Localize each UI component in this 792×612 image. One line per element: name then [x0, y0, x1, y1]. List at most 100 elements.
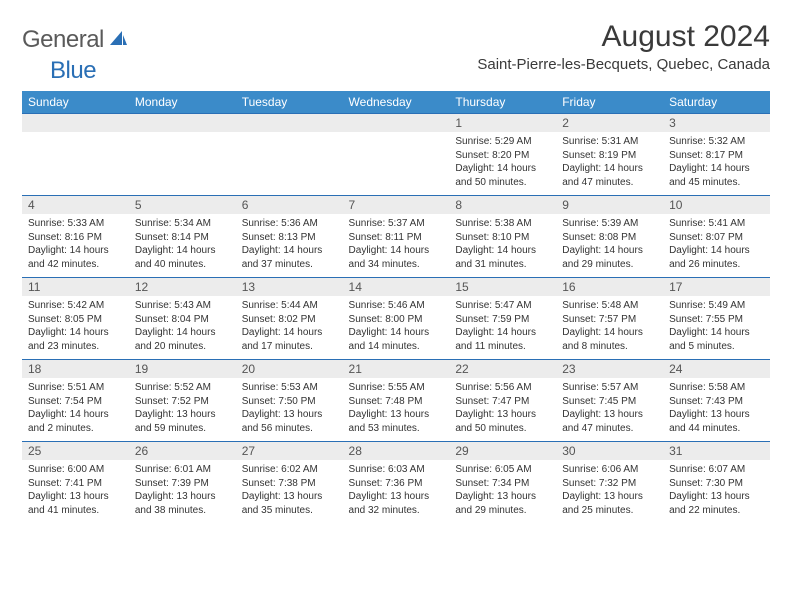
day-detail-line: Sunrise: 5:55 AM: [349, 381, 444, 395]
day-detail-line: Sunrise: 5:37 AM: [349, 217, 444, 231]
day-detail-line: Daylight: 13 hours: [669, 490, 764, 504]
day-cell: 30Sunrise: 6:06 AMSunset: 7:32 PMDayligh…: [556, 442, 663, 524]
day-detail-line: Daylight: 14 hours: [28, 408, 123, 422]
day-detail-line: and 8 minutes.: [562, 340, 657, 354]
day-detail-line: Daylight: 13 hours: [135, 408, 230, 422]
day-details: Sunrise: 6:03 AMSunset: 7:36 PMDaylight:…: [343, 460, 450, 523]
day-detail-line: Daylight: 14 hours: [242, 326, 337, 340]
day-detail-line: Sunrise: 5:44 AM: [242, 299, 337, 313]
day-cell: 15Sunrise: 5:47 AMSunset: 7:59 PMDayligh…: [449, 278, 556, 360]
day-number: 8: [449, 196, 556, 214]
day-cell: 21Sunrise: 5:55 AMSunset: 7:48 PMDayligh…: [343, 360, 450, 442]
day-detail-line: Daylight: 14 hours: [349, 326, 444, 340]
day-detail-line: Sunset: 8:11 PM: [349, 231, 444, 245]
day-detail-line: and 59 minutes.: [135, 422, 230, 436]
day-detail-line: Daylight: 14 hours: [669, 244, 764, 258]
day-cell: 22Sunrise: 5:56 AMSunset: 7:47 PMDayligh…: [449, 360, 556, 442]
day-detail-line: Sunset: 8:16 PM: [28, 231, 123, 245]
day-detail-line: and 44 minutes.: [669, 422, 764, 436]
day-number: 13: [236, 278, 343, 296]
day-detail-line: and 47 minutes.: [562, 422, 657, 436]
day-details: Sunrise: 5:39 AMSunset: 8:08 PMDaylight:…: [556, 214, 663, 277]
brand-logo: General: [22, 26, 130, 54]
week-row: 11Sunrise: 5:42 AMSunset: 8:05 PMDayligh…: [22, 278, 770, 360]
day-details: Sunrise: 5:34 AMSunset: 8:14 PMDaylight:…: [129, 214, 236, 277]
day-detail-line: Daylight: 14 hours: [135, 326, 230, 340]
day-detail-line: Daylight: 13 hours: [562, 490, 657, 504]
day-detail-line: and 5 minutes.: [669, 340, 764, 354]
day-number: 2: [556, 114, 663, 132]
day-detail-line: Sunrise: 5:52 AM: [135, 381, 230, 395]
day-cell: [22, 114, 129, 196]
day-detail-line: Daylight: 14 hours: [455, 244, 550, 258]
day-detail-line: Sunrise: 5:34 AM: [135, 217, 230, 231]
day-detail-line: Daylight: 14 hours: [349, 244, 444, 258]
day-detail-line: and 40 minutes.: [135, 258, 230, 272]
day-detail-line: Daylight: 13 hours: [349, 408, 444, 422]
day-number: 19: [129, 360, 236, 378]
day-detail-line: Daylight: 14 hours: [28, 244, 123, 258]
day-number: 17: [663, 278, 770, 296]
day-details: Sunrise: 5:53 AMSunset: 7:50 PMDaylight:…: [236, 378, 343, 441]
day-details: Sunrise: 5:42 AMSunset: 8:05 PMDaylight:…: [22, 296, 129, 359]
day-details: Sunrise: 5:43 AMSunset: 8:04 PMDaylight:…: [129, 296, 236, 359]
day-detail-line: Sunrise: 6:00 AM: [28, 463, 123, 477]
day-detail-line: Sunset: 8:05 PM: [28, 313, 123, 327]
day-cell: 25Sunrise: 6:00 AMSunset: 7:41 PMDayligh…: [22, 442, 129, 524]
month-title: August 2024: [477, 20, 770, 54]
day-number: 6: [236, 196, 343, 214]
day-header-tue: Tuesday: [236, 91, 343, 114]
day-number: 10: [663, 196, 770, 214]
day-details: Sunrise: 5:29 AMSunset: 8:20 PMDaylight:…: [449, 132, 556, 195]
day-detail-line: Sunset: 8:14 PM: [135, 231, 230, 245]
day-detail-line: and 29 minutes.: [455, 504, 550, 518]
day-detail-line: and 37 minutes.: [242, 258, 337, 272]
day-detail-line: Sunrise: 6:02 AM: [242, 463, 337, 477]
day-number: 24: [663, 360, 770, 378]
day-detail-line: and 29 minutes.: [562, 258, 657, 272]
day-number: 12: [129, 278, 236, 296]
day-number: 26: [129, 442, 236, 460]
day-details-empty: [22, 132, 129, 188]
day-details: Sunrise: 5:37 AMSunset: 8:11 PMDaylight:…: [343, 214, 450, 277]
day-detail-line: Sunrise: 5:36 AM: [242, 217, 337, 231]
day-cell: 24Sunrise: 5:58 AMSunset: 7:43 PMDayligh…: [663, 360, 770, 442]
day-detail-line: Sunset: 7:59 PM: [455, 313, 550, 327]
day-detail-line: Sunrise: 6:05 AM: [455, 463, 550, 477]
day-details-empty: [129, 132, 236, 188]
day-detail-line: and 50 minutes.: [455, 422, 550, 436]
day-cell: 9Sunrise: 5:39 AMSunset: 8:08 PMDaylight…: [556, 196, 663, 278]
day-details: Sunrise: 5:46 AMSunset: 8:00 PMDaylight:…: [343, 296, 450, 359]
day-detail-line: and 32 minutes.: [349, 504, 444, 518]
day-header-fri: Friday: [556, 91, 663, 114]
day-detail-line: Sunrise: 5:46 AM: [349, 299, 444, 313]
day-number: 18: [22, 360, 129, 378]
day-details: Sunrise: 6:02 AMSunset: 7:38 PMDaylight:…: [236, 460, 343, 523]
day-detail-line: Sunrise: 5:49 AM: [669, 299, 764, 313]
day-number: 3: [663, 114, 770, 132]
week-row: 18Sunrise: 5:51 AMSunset: 7:54 PMDayligh…: [22, 360, 770, 442]
day-cell: 11Sunrise: 5:42 AMSunset: 8:05 PMDayligh…: [22, 278, 129, 360]
day-detail-line: Daylight: 14 hours: [455, 326, 550, 340]
day-details: Sunrise: 6:05 AMSunset: 7:34 PMDaylight:…: [449, 460, 556, 523]
day-cell: 8Sunrise: 5:38 AMSunset: 8:10 PMDaylight…: [449, 196, 556, 278]
day-cell: 4Sunrise: 5:33 AMSunset: 8:16 PMDaylight…: [22, 196, 129, 278]
day-detail-line: Daylight: 14 hours: [562, 162, 657, 176]
day-number: 31: [663, 442, 770, 460]
day-details: Sunrise: 5:56 AMSunset: 7:47 PMDaylight:…: [449, 378, 556, 441]
day-details: Sunrise: 5:38 AMSunset: 8:10 PMDaylight:…: [449, 214, 556, 277]
day-detail-line: Sunset: 8:20 PM: [455, 149, 550, 163]
day-detail-line: and 26 minutes.: [669, 258, 764, 272]
day-cell: 10Sunrise: 5:41 AMSunset: 8:07 PMDayligh…: [663, 196, 770, 278]
day-details: Sunrise: 6:07 AMSunset: 7:30 PMDaylight:…: [663, 460, 770, 523]
day-cell: 3Sunrise: 5:32 AMSunset: 8:17 PMDaylight…: [663, 114, 770, 196]
day-detail-line: Daylight: 13 hours: [562, 408, 657, 422]
day-detail-line: Daylight: 14 hours: [455, 162, 550, 176]
day-cell: 20Sunrise: 5:53 AMSunset: 7:50 PMDayligh…: [236, 360, 343, 442]
day-cell: 26Sunrise: 6:01 AMSunset: 7:39 PMDayligh…: [129, 442, 236, 524]
week-row: 25Sunrise: 6:00 AMSunset: 7:41 PMDayligh…: [22, 442, 770, 524]
day-detail-line: and 34 minutes.: [349, 258, 444, 272]
day-header-mon: Monday: [129, 91, 236, 114]
day-detail-line: and 17 minutes.: [242, 340, 337, 354]
day-detail-line: Sunset: 7:30 PM: [669, 477, 764, 491]
